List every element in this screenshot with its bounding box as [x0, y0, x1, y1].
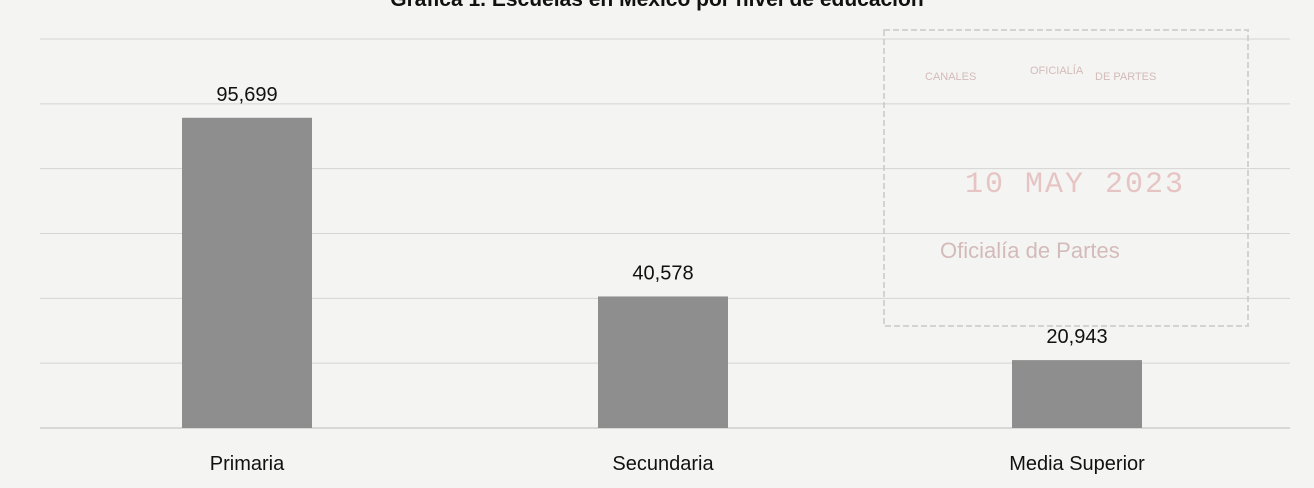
category-labels: Primaria Secundaria Media Superior — [210, 453, 1145, 475]
value-label: 95,699 — [216, 84, 277, 106]
stamp-header-mid: OFICIALÍA — [1030, 64, 1084, 77]
bar-secundaria — [598, 296, 728, 428]
chart-title: Gráfica 1. Escuelas en México por nivel … — [390, 0, 923, 11]
bar-media-superior — [1012, 360, 1142, 428]
stamp-header-right: DE PARTES — [1095, 71, 1156, 83]
stamp-header-left: CANALES — [925, 71, 976, 83]
value-label: 20,943 — [1046, 326, 1107, 348]
bars — [182, 117, 1142, 428]
stamp-date: 10 MAY 2023 — [965, 168, 1185, 202]
category-label: Secundaria — [612, 453, 714, 475]
category-label: Media Superior — [1009, 453, 1145, 475]
category-label: Primaria — [210, 453, 285, 475]
stamp-border — [883, 29, 1249, 327]
reception-stamp: CANALES OFICIALÍA DE PARTES 10 MAY 2023 … — [883, 29, 1249, 327]
value-label: 40,578 — [632, 262, 693, 284]
bar-primaria — [182, 117, 312, 428]
stamp-line-1: Oficialía de Partes — [940, 238, 1120, 263]
value-labels: 95,699 40,578 20,943 — [216, 84, 1107, 348]
